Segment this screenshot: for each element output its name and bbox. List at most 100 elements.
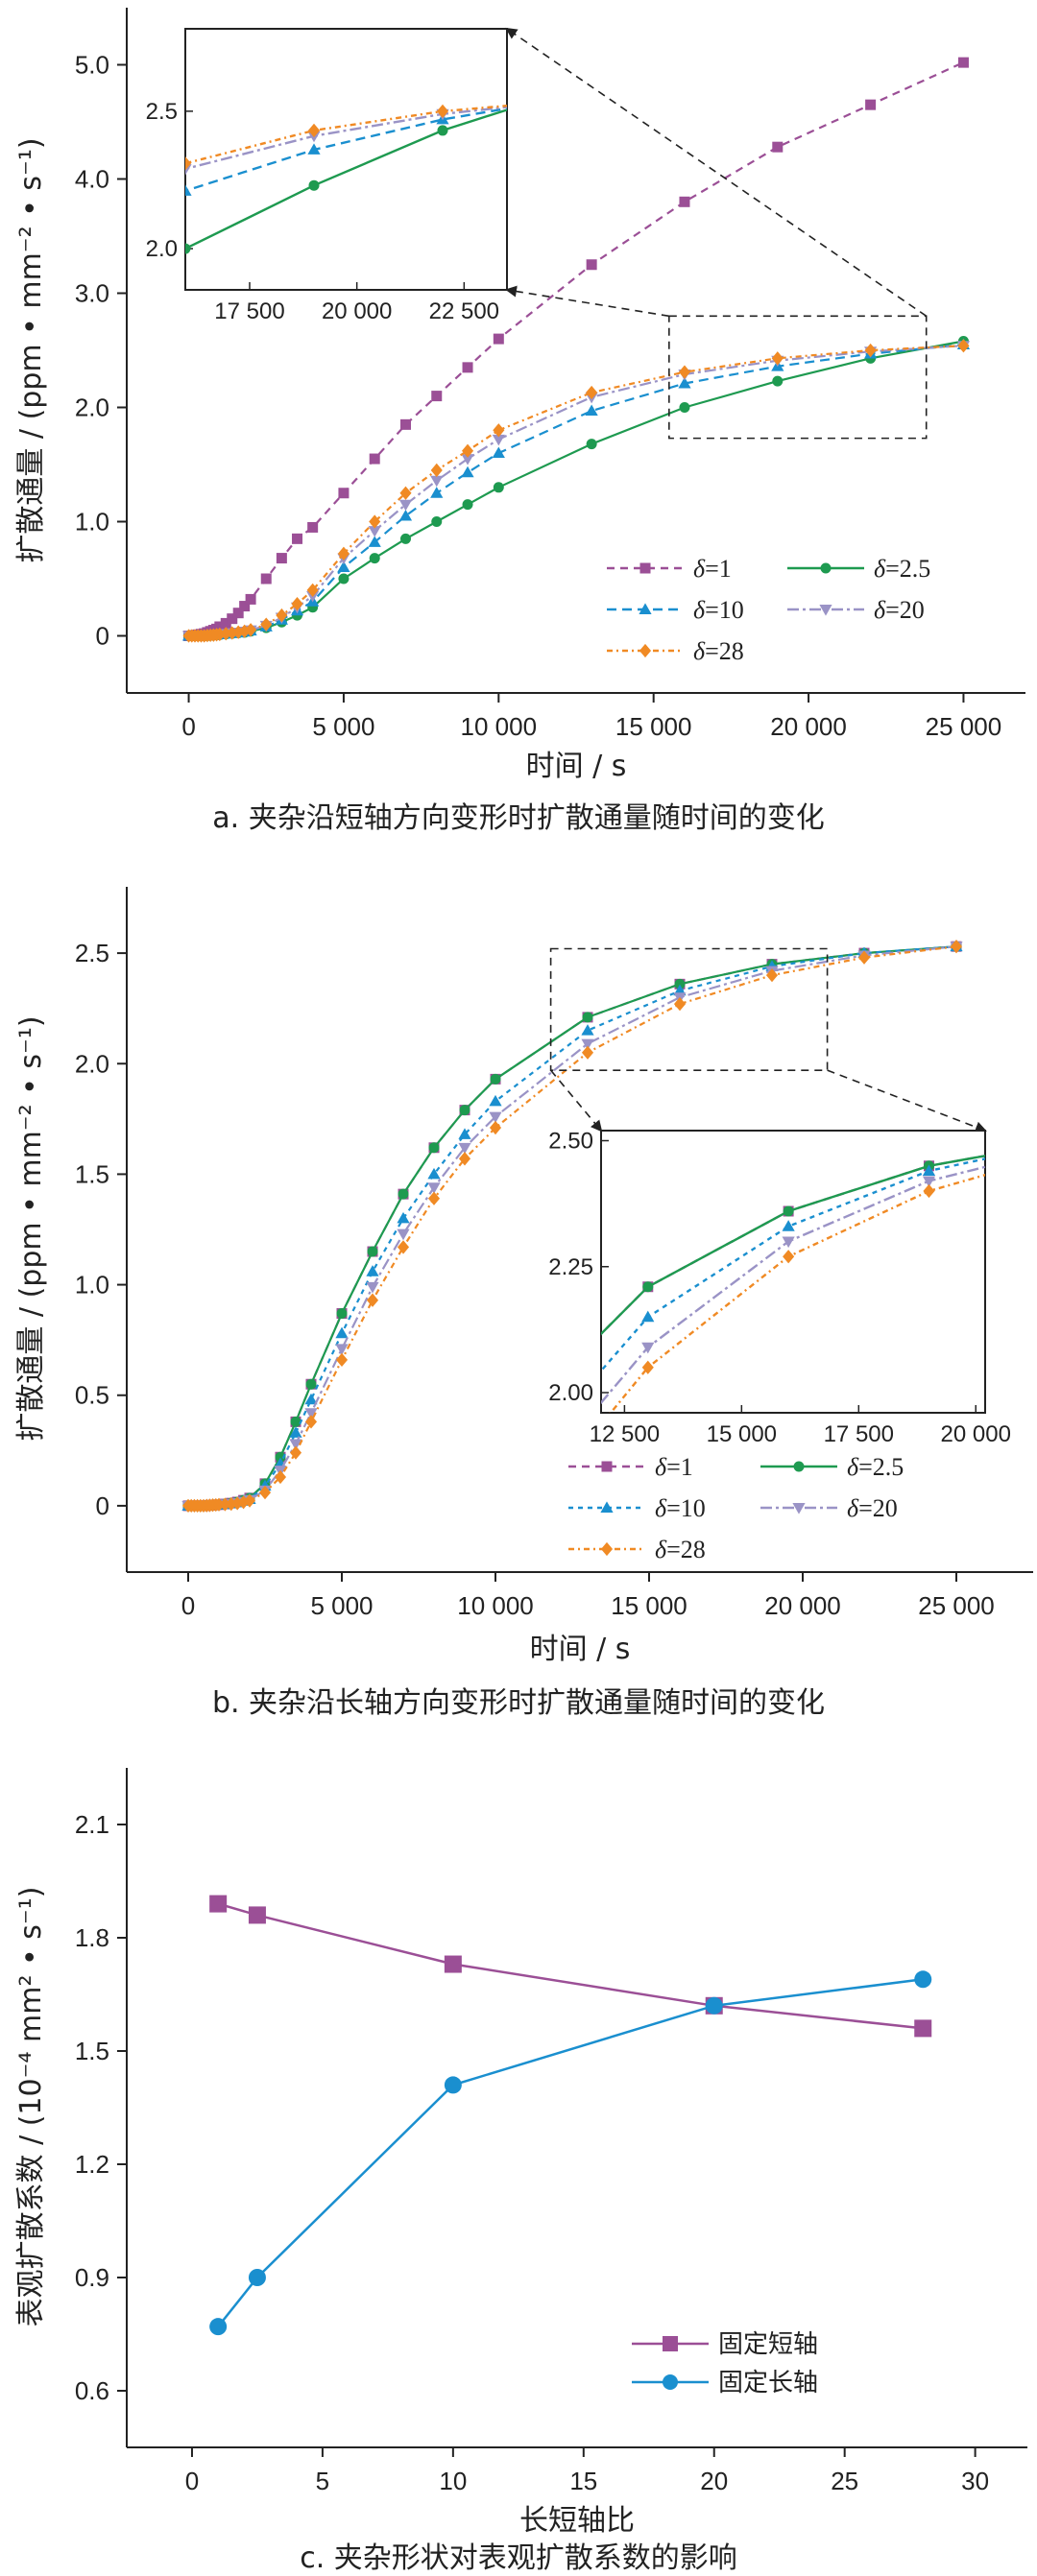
inset-data-point (783, 1250, 795, 1264)
data-point (865, 99, 877, 110)
chart-panel-b: 0 5 000 10 000 15 000 20 000 25 000 0 0.5 1.0 1.5… (14, 887, 1033, 1720)
data-point (581, 1045, 594, 1060)
data-point (398, 1188, 409, 1200)
data-point (307, 521, 319, 533)
x-tick-label: 15 000 (615, 712, 692, 741)
chart-legend: δ=1 δ=2.5 δ=10 δ=20 δ=28 (607, 555, 930, 665)
data-point (336, 1308, 348, 1320)
series-line (217, 1902, 924, 2030)
inset-data-point (308, 179, 320, 191)
data-point (338, 488, 350, 499)
data-point (586, 385, 598, 400)
legend-entry-marker (639, 562, 651, 574)
legend-entry-marker (792, 1503, 806, 1515)
data-point (366, 1265, 379, 1276)
inset-x-tick-label: 22 500 (429, 298, 499, 324)
data-point (771, 351, 784, 366)
x-tick-label: 0 (185, 2467, 199, 2495)
data-point (245, 623, 257, 637)
data-point (772, 375, 784, 387)
y-tick-label: 1.0 (75, 1271, 109, 1300)
data-point (490, 1073, 501, 1085)
x-tick-label: 10 000 (461, 712, 538, 741)
data-point (232, 608, 244, 619)
data-point (209, 1895, 228, 1913)
figure-caption: c. 夹杂形状对表观扩散系数的影响 (300, 2541, 737, 2575)
data-point (493, 482, 504, 493)
data-point (290, 1416, 301, 1427)
data-point (260, 573, 272, 584)
data-point (444, 2076, 462, 2094)
data-point (225, 1496, 237, 1512)
y-tick-label: 4.0 (75, 165, 109, 194)
x-tick-label: 5 (316, 2467, 329, 2495)
data-point (397, 1211, 410, 1224)
data-point (857, 950, 871, 965)
legend-entry-label: δ=10 (693, 596, 744, 624)
data-point (462, 499, 473, 511)
inset-frame (600, 1130, 986, 1414)
y-axis-title: 表观扩散系数 / (10⁻⁴ mm² • s⁻¹) (14, 1887, 48, 2327)
legend-entry-marker (600, 1501, 614, 1513)
y-tick-label: 1.5 (75, 1159, 109, 1188)
data-point (220, 627, 232, 641)
data-point (581, 1038, 594, 1051)
inset-data-point (641, 1360, 654, 1374)
legend-entry-label: δ=1 (655, 1453, 693, 1481)
data-point (489, 1111, 502, 1124)
chart-legend: δ=1 δ=2.5 δ=10 δ=20 δ=28 (568, 1453, 904, 1563)
data-point (462, 362, 473, 373)
y-tick-label: 0.6 (75, 2376, 109, 2405)
data-point (678, 376, 691, 389)
data-point (489, 1120, 502, 1135)
legend-entry-marker (820, 562, 832, 574)
y-tick-label: 3.0 (75, 279, 109, 308)
data-point (585, 404, 598, 417)
data-point (369, 453, 380, 465)
data-point (304, 1415, 318, 1429)
data-point (337, 546, 350, 561)
data-point (276, 553, 287, 564)
data-point (586, 439, 597, 450)
series-line (188, 340, 964, 637)
data-point (679, 196, 690, 207)
data-point (430, 475, 444, 488)
y-axis-title: 扩散通量 / (ppm • mm⁻² • s⁻¹) (14, 1015, 48, 1441)
data-point (304, 1408, 318, 1419)
data-point (243, 1493, 256, 1508)
legend-entry-label: 固定短轴 (718, 2330, 818, 2359)
x-axis-title: 长短轴比 (519, 2504, 635, 2538)
y-tick-label: 2.0 (75, 394, 109, 422)
data-point (461, 454, 474, 465)
inset-y-tick-label: 2.0 (146, 236, 178, 262)
legend-entry-label: δ=2.5 (847, 1453, 904, 1481)
data-point (260, 617, 273, 632)
data-point (220, 617, 231, 629)
x-tick-label: 20 (700, 2467, 728, 2495)
legend-entry-marker (639, 603, 652, 614)
legend-entry-marker (600, 1541, 614, 1557)
data-point (231, 1496, 244, 1511)
data-point (430, 487, 444, 498)
inset-x-tick-label: 12 500 (590, 1421, 660, 1447)
legend-entry-label: δ=10 (655, 1494, 706, 1522)
x-axis-title: 时间 / s (530, 1633, 631, 1666)
x-tick-label: 25 (831, 2467, 858, 2495)
data-point (212, 1497, 226, 1512)
x-tick-label: 0 (181, 712, 195, 741)
data-point (258, 1485, 272, 1500)
legend-entry-marker (793, 1461, 805, 1472)
inset-plot-area (185, 104, 507, 254)
data-point (337, 561, 350, 573)
data-point (369, 514, 381, 529)
y-tick-label: 1.8 (75, 1923, 109, 1952)
data-point (276, 608, 288, 623)
data-point (673, 996, 687, 1012)
data-point (458, 1152, 471, 1166)
y-tick-label: 0 (96, 622, 109, 651)
legend-entry-label: δ=28 (655, 1536, 706, 1563)
zoom-connector-arrow (505, 27, 928, 317)
series-line (188, 345, 964, 637)
